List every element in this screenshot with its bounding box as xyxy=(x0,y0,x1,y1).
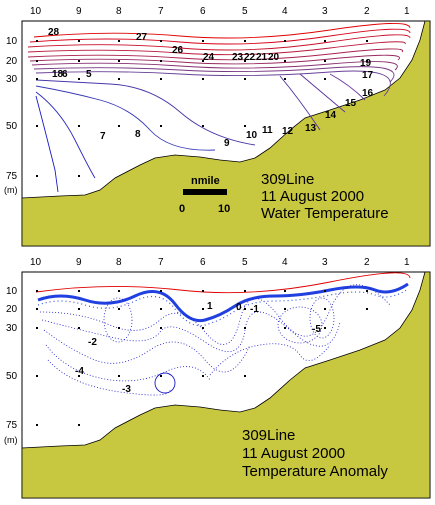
temperature-anomaly-panel: 0 -1 -2 -3 -4 -5 1 10 9 8 7 6 5 4 3 2 1 … xyxy=(4,257,431,499)
x-tick-label: 5 xyxy=(242,6,248,17)
contour-label: 20 xyxy=(268,52,280,63)
zero-contour xyxy=(37,282,409,327)
contour-label: 5 xyxy=(86,69,92,80)
station-dots xyxy=(36,290,368,426)
y-tick-label: 10 xyxy=(6,286,18,297)
seabed xyxy=(21,271,431,499)
contour-label: 26 xyxy=(172,45,184,56)
contour-label: -5 xyxy=(312,324,321,335)
x-tick-label: 1 xyxy=(404,257,410,268)
contour-label: 9 xyxy=(224,138,230,149)
y-tick-label: 75 xyxy=(6,420,18,431)
x-tick-label: 6 xyxy=(200,6,206,17)
x-tick-label: 2 xyxy=(364,6,370,17)
contour-label: 8 xyxy=(135,129,141,140)
contour-label: 15 xyxy=(345,98,357,109)
contour-label: 16 xyxy=(362,88,374,99)
y-tick-label: 20 xyxy=(6,304,18,315)
contour-label: 7 xyxy=(100,131,106,142)
y-tick-label: 30 xyxy=(6,74,18,85)
x-tick-label: 3 xyxy=(322,257,328,268)
x-tick-label: 7 xyxy=(158,257,164,268)
caption-line: Water Temperature xyxy=(261,205,389,222)
x-tick-label: 8 xyxy=(116,6,122,17)
y-tick-label: 50 xyxy=(6,371,18,382)
temperature-contour-labels: 28 27 26 24 23 22 21 20 19 18 17 16 15 1… xyxy=(48,27,374,149)
caption-line: Temperature Anomaly xyxy=(242,463,388,480)
cold-contours xyxy=(35,73,366,193)
contour-label: -4 xyxy=(75,366,84,377)
scale-bar-line xyxy=(183,189,227,195)
x-tick-label: 9 xyxy=(76,257,82,268)
negative-contours xyxy=(39,284,391,396)
contour-label: 28 xyxy=(48,27,60,38)
x-tick-label: 1 xyxy=(404,6,410,17)
contour-label: 13 xyxy=(305,123,317,134)
contour-label: -2 xyxy=(88,337,97,348)
contour-label: 24 xyxy=(203,52,215,63)
x-tick-label: 2 xyxy=(364,257,370,268)
warm-contours xyxy=(27,23,411,97)
contour-label: 1 xyxy=(207,301,213,312)
y-tick-labels: 10 20 30 50 75 (m) xyxy=(4,286,18,445)
x-tick-labels: 10 9 8 7 6 5 4 3 2 1 xyxy=(30,6,410,17)
contour-label: 21 xyxy=(256,52,268,63)
x-tick-labels: 10 9 8 7 6 5 4 3 2 1 xyxy=(30,257,410,268)
x-tick-label: 7 xyxy=(158,6,164,17)
y-tick-label: 10 xyxy=(6,36,18,47)
contour-label: 0 xyxy=(236,302,242,313)
water-temperature-panel: 28 27 26 24 23 22 21 20 19 18 17 16 15 1… xyxy=(4,6,431,247)
x-tick-label: 3 xyxy=(322,6,328,17)
x-tick-label: 5 xyxy=(242,257,248,268)
y-tick-label: 50 xyxy=(6,121,18,132)
x-tick-label: 4 xyxy=(282,257,288,268)
contour-label: 10 xyxy=(246,130,258,141)
caption-line: 11 August 2000 xyxy=(261,188,364,205)
y-tick-label: 20 xyxy=(6,56,18,67)
contour-label: -1 xyxy=(250,304,259,315)
contour-label: 17 xyxy=(362,70,374,81)
x-tick-label: 8 xyxy=(116,257,122,268)
contour-label: 19 xyxy=(360,58,372,69)
x-tick-label: 6 xyxy=(200,257,206,268)
x-tick-label: 10 xyxy=(30,6,42,17)
anomaly-eddy xyxy=(154,372,176,394)
caption-line: 309Line xyxy=(261,171,314,188)
contour-label: 6 xyxy=(62,69,68,80)
contour-label: -3 xyxy=(122,384,131,395)
x-tick-label: 9 xyxy=(76,6,82,17)
contour-label: 22 xyxy=(244,52,256,63)
caption: 309Line 11 August 2000 Temperature Anoma… xyxy=(242,427,388,480)
scale-bar-end: 10 xyxy=(218,203,230,215)
station-dots xyxy=(36,40,368,177)
contour-label: 11 xyxy=(262,125,273,136)
y-unit: (m) xyxy=(4,185,18,195)
seabed xyxy=(21,20,431,247)
x-tick-label: 4 xyxy=(282,6,288,17)
anomaly-contour-labels: 0 -1 -2 -3 -4 -5 1 xyxy=(75,301,321,395)
y-tick-label: 75 xyxy=(6,171,18,182)
contour-label: 12 xyxy=(282,126,294,137)
contour-label: 27 xyxy=(136,32,148,43)
caption: 309Line 11 August 2000 Water Temperature xyxy=(261,171,389,222)
y-tick-label: 30 xyxy=(6,323,18,334)
y-unit: (m) xyxy=(4,435,18,445)
scale-bar: nmile 0 10 xyxy=(179,175,230,215)
contour-label: 23 xyxy=(232,52,244,63)
caption-line: 11 August 2000 xyxy=(242,445,345,462)
scale-bar-label: nmile xyxy=(191,175,220,187)
y-tick-labels: 10 20 30 50 75 (m) xyxy=(4,36,18,195)
contour-label: 18 xyxy=(52,69,64,80)
caption-line: 309Line xyxy=(242,427,295,444)
scale-bar-start: 0 xyxy=(179,203,185,215)
contour-label: 14 xyxy=(325,110,337,121)
x-tick-label: 10 xyxy=(30,257,42,268)
positive-contour xyxy=(35,272,411,294)
